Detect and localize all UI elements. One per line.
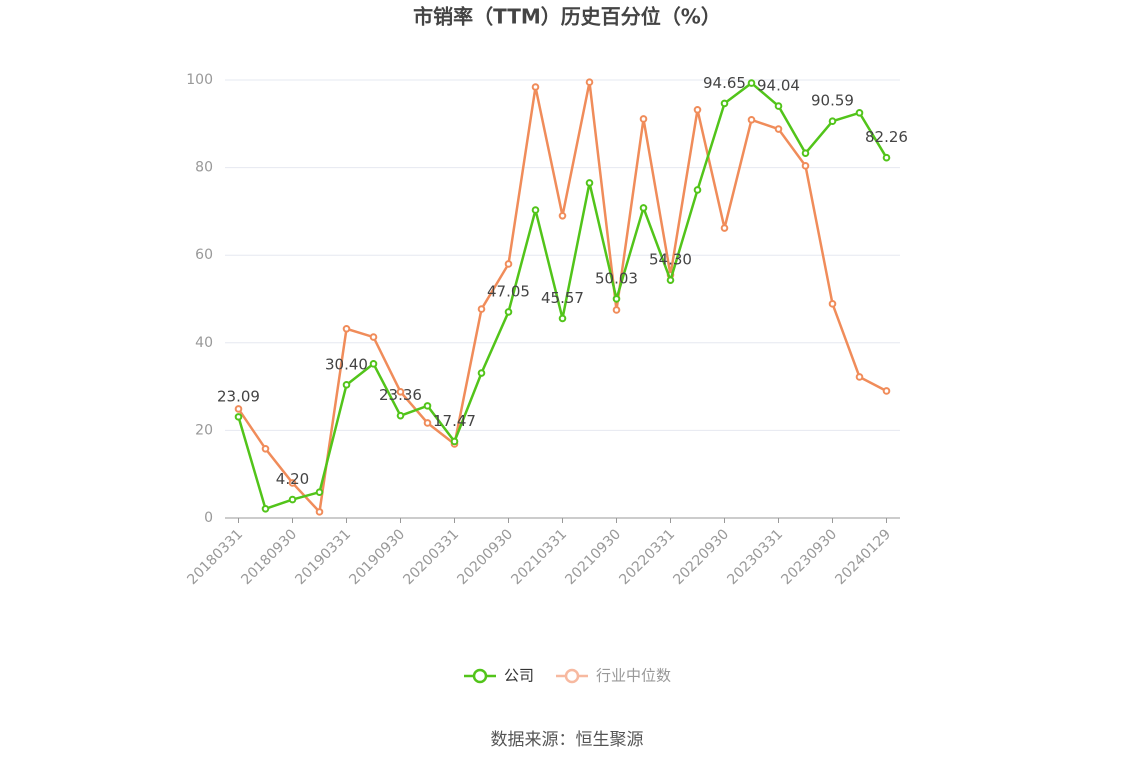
data-label: 45.57 xyxy=(541,289,584,307)
x-tick-label: 20220930 xyxy=(670,526,732,588)
chart-title: 市销率（TTM）历史百分位（%） xyxy=(413,5,721,29)
x-tick-label: 20200331 xyxy=(400,526,462,588)
data-point xyxy=(801,149,810,157)
data-point xyxy=(558,314,567,323)
data-point xyxy=(801,162,810,170)
legend-label: 行业中位数 xyxy=(596,667,671,685)
data-point xyxy=(234,413,243,421)
data-point xyxy=(531,206,540,214)
data-point xyxy=(693,105,702,114)
y-tick-label: 0 xyxy=(204,510,213,526)
y-tick-label: 60 xyxy=(195,247,213,263)
data-point xyxy=(693,186,702,194)
data-label: 90.59 xyxy=(811,92,854,110)
data-label: 54.30 xyxy=(649,251,692,269)
data-point xyxy=(261,444,270,453)
data-point xyxy=(477,369,486,377)
data-label: 23.36 xyxy=(379,386,422,404)
data-point xyxy=(342,324,351,333)
data-point xyxy=(774,125,783,133)
x-tick-label: 20180930 xyxy=(238,526,300,588)
data-point xyxy=(720,99,729,108)
data-point xyxy=(828,117,837,126)
x-tick-label: 20240129 xyxy=(832,526,894,588)
data-point xyxy=(315,488,324,496)
data-label: 30.40 xyxy=(325,355,368,373)
data-label: 82.26 xyxy=(865,128,908,146)
data-label: 94.65 xyxy=(703,74,746,92)
source-note: 数据来源：恒生聚源 xyxy=(491,730,644,750)
data-point xyxy=(612,306,621,314)
data-point xyxy=(828,300,837,308)
data-point xyxy=(288,479,297,487)
legend-label: 公司 xyxy=(504,667,534,685)
data-label: 94.04 xyxy=(757,77,800,95)
legend-item: 行业中位数 xyxy=(556,667,671,685)
data-point xyxy=(234,405,243,413)
data-point xyxy=(612,295,621,303)
data-label: 4.20 xyxy=(276,470,309,488)
data-point xyxy=(639,204,648,212)
data-point xyxy=(855,109,864,117)
data-point xyxy=(639,115,648,123)
x-tick-label: 20200930 xyxy=(454,526,516,588)
y-tick-label: 40 xyxy=(195,335,213,351)
data-point xyxy=(504,260,513,268)
data-point xyxy=(882,153,891,162)
data-point xyxy=(774,102,783,110)
data-point xyxy=(720,224,729,232)
data-point xyxy=(882,387,891,395)
data-point xyxy=(342,381,351,389)
data-point xyxy=(396,411,405,420)
x-tick-label: 20220331 xyxy=(616,526,678,588)
data-point xyxy=(369,333,378,341)
data-point xyxy=(423,419,432,427)
data-point xyxy=(585,78,594,86)
data-point xyxy=(477,305,486,313)
data-label: 47.05 xyxy=(487,282,530,300)
x-tick-label: 20230331 xyxy=(724,526,786,588)
x-tick-label: 20190930 xyxy=(346,526,408,588)
legend-item: 公司 xyxy=(464,667,534,685)
legend-marker xyxy=(472,668,488,684)
data-point xyxy=(450,437,459,446)
x-tick-label: 20190331 xyxy=(292,526,354,588)
x-tick-label: 20180331 xyxy=(184,526,246,588)
data-label: 23.09 xyxy=(217,387,260,405)
data-point xyxy=(666,276,675,284)
data-point xyxy=(504,308,513,316)
data-label: 50.03 xyxy=(595,269,638,287)
data-point xyxy=(369,360,378,368)
data-point xyxy=(261,505,270,513)
data-point xyxy=(558,211,567,220)
x-tick-label: 20210331 xyxy=(508,526,570,588)
y-tick-label: 20 xyxy=(195,422,213,438)
x-tick-label: 20210930 xyxy=(562,526,624,588)
y-tick-label: 100 xyxy=(186,72,213,88)
data-point xyxy=(288,495,297,504)
data-point xyxy=(585,179,594,187)
data-point xyxy=(747,116,756,124)
x-tick-label: 20230930 xyxy=(778,526,840,588)
y-tick-label: 80 xyxy=(195,160,213,176)
data-point xyxy=(396,388,405,396)
data-point xyxy=(315,508,324,516)
data-point xyxy=(531,83,540,91)
data-point xyxy=(423,402,432,410)
data-label: 17.47 xyxy=(433,412,476,430)
data-point xyxy=(855,373,864,381)
data-point xyxy=(747,79,756,87)
legend-marker xyxy=(564,668,580,684)
